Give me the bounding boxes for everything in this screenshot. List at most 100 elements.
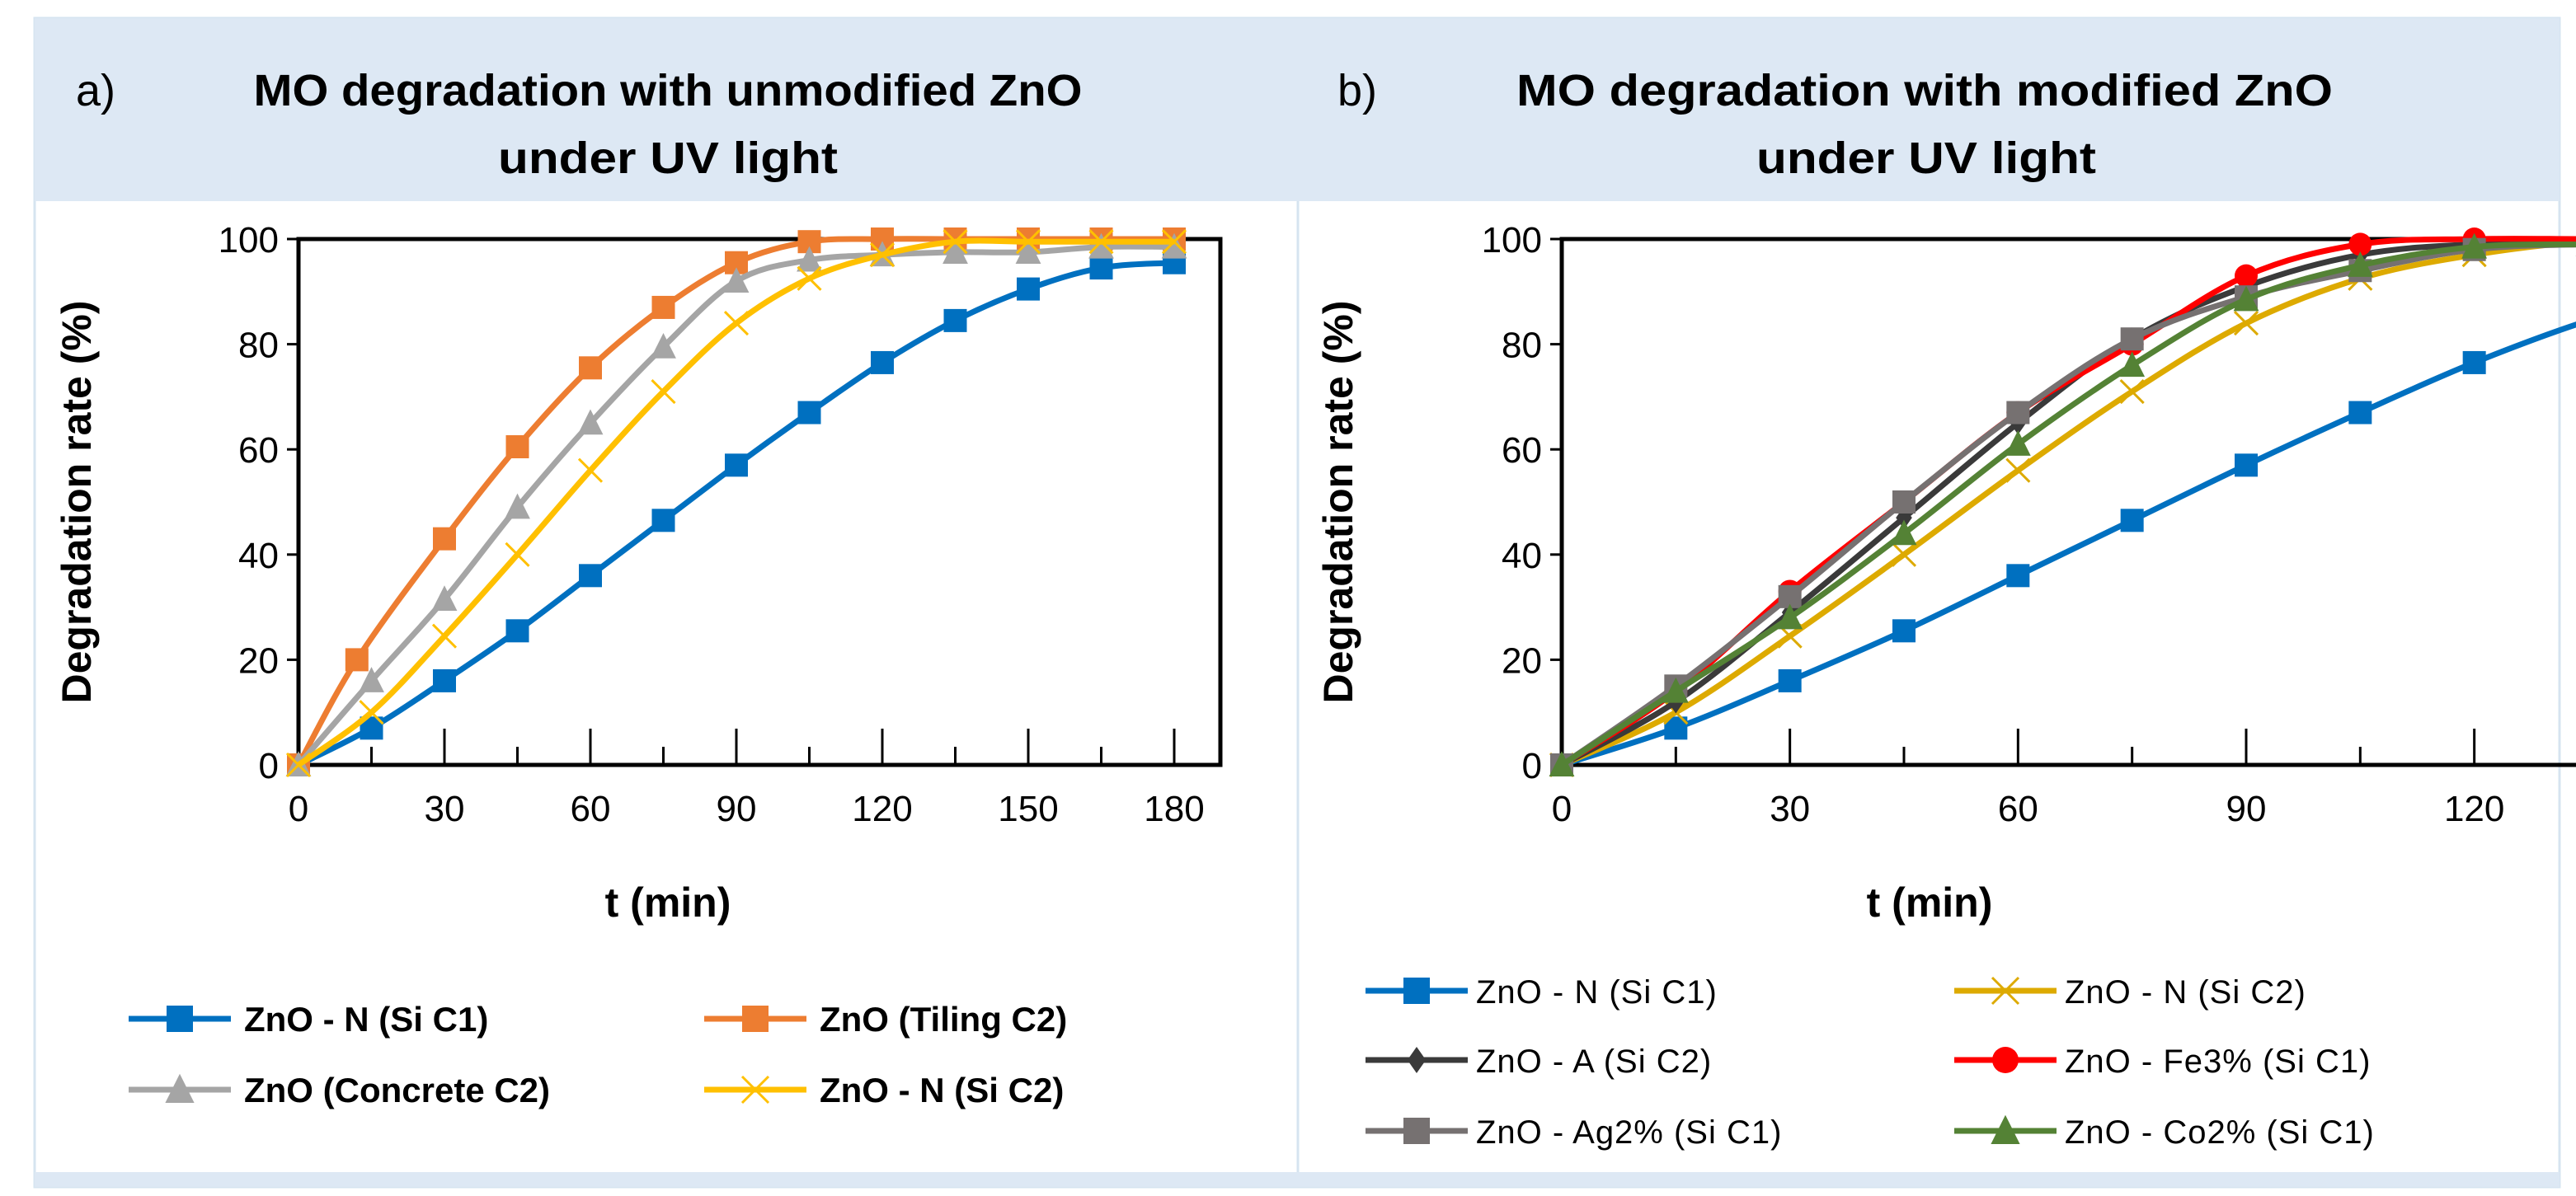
data-point: [1015, 238, 1041, 264]
panel-a-title-line1: MO degradation with unmodified ZnO: [254, 66, 1083, 115]
data-point: [345, 648, 369, 672]
data-point: [1891, 542, 1917, 567]
data-point: [431, 623, 458, 649]
y-axis-label: Degradation rate (%): [1315, 301, 1361, 704]
legend-marker-square-icon: [1403, 1118, 1430, 1144]
legend-label: ZnO - N (Si C1): [1476, 974, 1718, 1011]
legend-item: ZnO - N (Si C1): [129, 1000, 488, 1039]
data-point: [2119, 378, 2145, 405]
legend-item: ZnO - N (Si C1): [1366, 974, 1718, 1011]
data-point: [505, 435, 529, 459]
legend-label: ZnO - Ag2% (Si C1): [1476, 1114, 1782, 1151]
header-band: [35, 18, 2560, 201]
data-point: [359, 700, 384, 725]
panel-a-label: a): [76, 66, 115, 115]
data-point: [2006, 401, 2030, 424]
legend-marker-triangle-icon: [165, 1073, 195, 1103]
legend-marker-diamond-icon: [1407, 1047, 1427, 1073]
data-point: [797, 401, 821, 424]
data-point: [1892, 619, 1916, 643]
legend-item: ZnO - Co2% (Si C1): [1954, 1114, 2375, 1151]
data-point: [505, 542, 530, 567]
data-point: [2462, 350, 2486, 374]
data-point: [2347, 251, 2373, 277]
legend-marker-x-icon: [740, 1075, 770, 1105]
data-point: [579, 356, 602, 380]
data-point: [433, 527, 456, 551]
y-axis-label: Degradation rate (%): [54, 301, 100, 704]
x-tick-label: 0: [1552, 789, 1572, 829]
y-tick-label: 80: [238, 326, 279, 366]
data-point: [2005, 430, 2031, 456]
data-point: [505, 619, 529, 643]
panel-b-title-line1: MO degradation with modified ZnO: [1516, 66, 2333, 115]
data-point: [2461, 232, 2488, 259]
x-tick-label: 60: [571, 789, 611, 829]
data-point: [1892, 490, 1916, 514]
data-point: [725, 453, 748, 477]
series-zno-n-si-c2-: [285, 229, 1187, 778]
y-tick-label: 100: [1482, 220, 1542, 260]
plot-area: [1559, 237, 2576, 767]
x-tick-label: 120: [852, 789, 912, 829]
legend-label: ZnO - N (Si C1): [244, 1000, 488, 1039]
data-point: [942, 229, 968, 255]
panel-b-label: b): [1337, 66, 1377, 115]
y-tick-label: 60: [238, 430, 279, 471]
x-tick-label: 150: [998, 789, 1058, 829]
legend-label: ZnO - A (Si C2): [1476, 1044, 1712, 1080]
data-point: [433, 668, 456, 692]
data-point: [723, 311, 750, 336]
data-point: [2006, 564, 2030, 588]
legend-item: ZnO (Concrete C2): [129, 1071, 550, 1109]
data-point: [1088, 229, 1114, 255]
y-tick-label: 0: [1522, 746, 1542, 786]
data-point: [1088, 232, 1114, 259]
data-point: [797, 246, 822, 272]
data-point: [2235, 453, 2258, 477]
x-tick-label: 0: [289, 789, 308, 829]
legend-marker-square-icon: [1403, 978, 1430, 1004]
legend-label: ZnO (Concrete C2): [244, 1071, 550, 1109]
data-point: [651, 378, 676, 405]
legend-item: ZnO - Ag2% (Si C1): [1366, 1114, 1782, 1151]
x-tick-label: 30: [1770, 789, 1810, 829]
data-point: [2348, 401, 2372, 424]
legend-item: ZnO (Tiling C2): [704, 1000, 1067, 1039]
data-point: [942, 238, 968, 264]
series-zno-n-si-c1-: [1550, 321, 2576, 776]
data-point: [1017, 277, 1040, 301]
data-point: [1015, 229, 1041, 255]
data-point: [651, 295, 675, 319]
data-point: [869, 242, 895, 268]
data-point: [505, 493, 530, 519]
panel-b-title-line2: under UV light: [1756, 134, 2096, 183]
data-point: [2235, 264, 2258, 288]
legend-marker-square-icon: [742, 1006, 769, 1032]
data-point: [651, 509, 675, 532]
x-tick-label: 90: [2226, 789, 2267, 829]
legend-item: ZnO - N (Si C2): [704, 1071, 1064, 1109]
data-point: [1777, 603, 1803, 630]
data-point: [1891, 519, 1917, 546]
data-point: [1549, 751, 1575, 776]
data-point: [1089, 256, 1113, 280]
y-tick-label: 40: [1502, 536, 1542, 576]
data-point: [871, 350, 894, 374]
x-tick-label: 30: [425, 789, 465, 829]
legend-label: ZnO - Co2% (Si C1): [2065, 1114, 2375, 1151]
y-tick-label: 20: [238, 640, 279, 681]
legend-marker-circle-icon: [1992, 1047, 2019, 1073]
legend-marker-triangle-icon: [1991, 1114, 2020, 1144]
y-tick-label: 40: [238, 536, 279, 576]
data-point: [2120, 509, 2144, 532]
data-point: [285, 752, 312, 778]
footer-band: [35, 1172, 2560, 1187]
y-tick-label: 20: [1502, 640, 1542, 681]
data-point: [359, 667, 384, 692]
legend-label: ZnO - N (Si C2): [820, 1071, 1064, 1109]
x-axis-label: t (min): [605, 879, 731, 926]
data-point: [2233, 285, 2259, 312]
